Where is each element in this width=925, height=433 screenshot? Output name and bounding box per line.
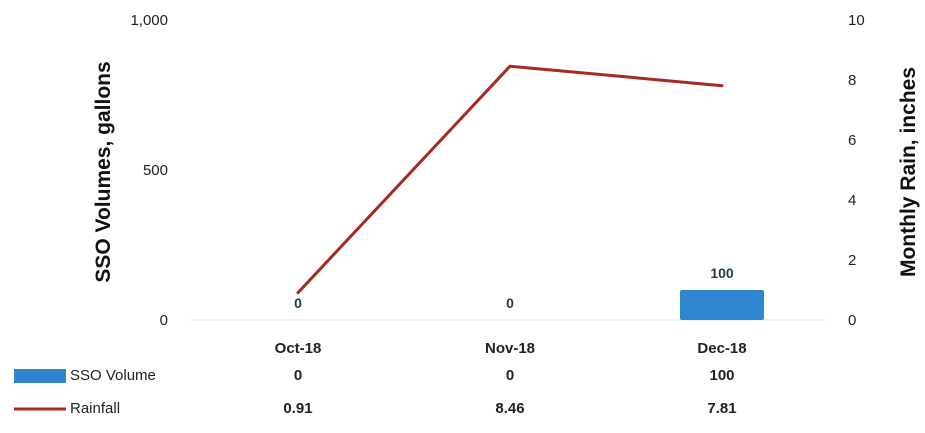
- legend-swatch-sso-volume: [14, 369, 66, 383]
- rainfall-line: [296, 64, 724, 295]
- left-tick-label: 500: [143, 162, 168, 179]
- bar-data-label: 100: [710, 265, 734, 281]
- table-cell: 0.91: [283, 400, 312, 417]
- right-tick-label: 4: [848, 192, 856, 209]
- right-axis-title: Monthly Rain, inches: [897, 67, 920, 277]
- right-tick-label: 0: [848, 312, 856, 329]
- category-label: Nov-18: [485, 340, 535, 357]
- bar-data-label: 0: [294, 295, 302, 311]
- left-tick-label: 1,000: [130, 12, 168, 29]
- right-tick-label: 2: [848, 252, 856, 269]
- right-tick-label: 8: [848, 72, 856, 89]
- right-tick-label: 6: [848, 132, 856, 149]
- left-tick-label: 0: [160, 312, 168, 329]
- bar-data-label: 0: [506, 295, 514, 311]
- table-cell: 7.81: [707, 400, 736, 417]
- left-axis-ticks: 0 500 1,000: [130, 12, 168, 329]
- legend-label: SSO Volume: [70, 367, 156, 384]
- category-labels: Oct-18 Nov-18 Dec-18: [275, 340, 747, 357]
- table-cell: 8.46: [495, 400, 524, 417]
- line-series: [296, 64, 724, 295]
- table-cell: 0: [294, 367, 302, 384]
- data-table: SSO Volume 0 0 100 Rainfall 0.91 8.46 7.81: [14, 367, 737, 417]
- bar-series: [680, 290, 764, 320]
- left-axis-title: SSO Volumes, gallons: [92, 61, 115, 282]
- table-cell: 0: [506, 367, 514, 384]
- category-label: Oct-18: [275, 340, 322, 357]
- legend-label: Rainfall: [70, 400, 120, 417]
- bar-data-labels: 0 0 100: [294, 265, 734, 311]
- bar: [680, 290, 764, 320]
- right-tick-label: 10: [848, 12, 865, 29]
- right-axis-ticks: 0 2 4 6 8 10: [848, 12, 865, 329]
- table-cell: 100: [709, 367, 734, 384]
- category-label: Dec-18: [697, 340, 746, 357]
